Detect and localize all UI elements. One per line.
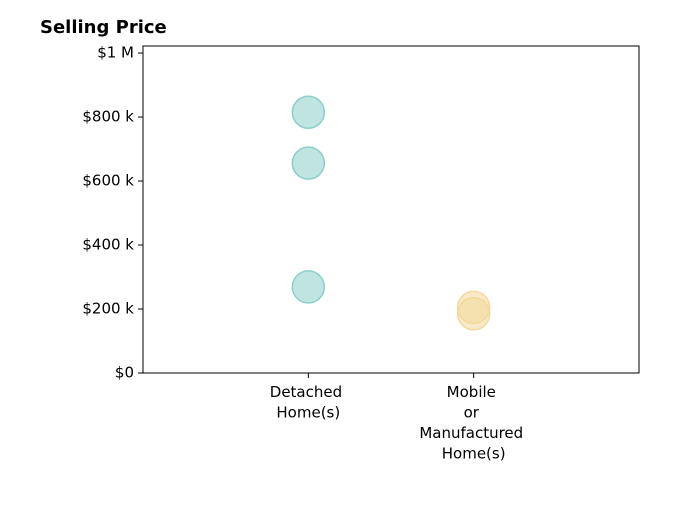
chart-title: Selling Price — [40, 17, 167, 38]
point — [291, 270, 326, 304]
y-tick-label: $200 k — [82, 300, 134, 318]
point — [291, 95, 326, 129]
y-tick-label: $600 k — [82, 172, 134, 190]
y-tick-label: $400 k — [82, 236, 134, 254]
y-tick-label: $800 k — [82, 108, 134, 126]
point — [456, 297, 491, 331]
y-tick-label: $1 M — [97, 44, 134, 62]
plot-frame — [142, 45, 640, 374]
point — [291, 146, 326, 180]
x-tick-label: Detached Home(s) — [270, 383, 347, 422]
x-tick-label: Mobile or Manufactured Home(s) — [419, 383, 528, 463]
y-tick-label: $0 — [115, 364, 134, 382]
